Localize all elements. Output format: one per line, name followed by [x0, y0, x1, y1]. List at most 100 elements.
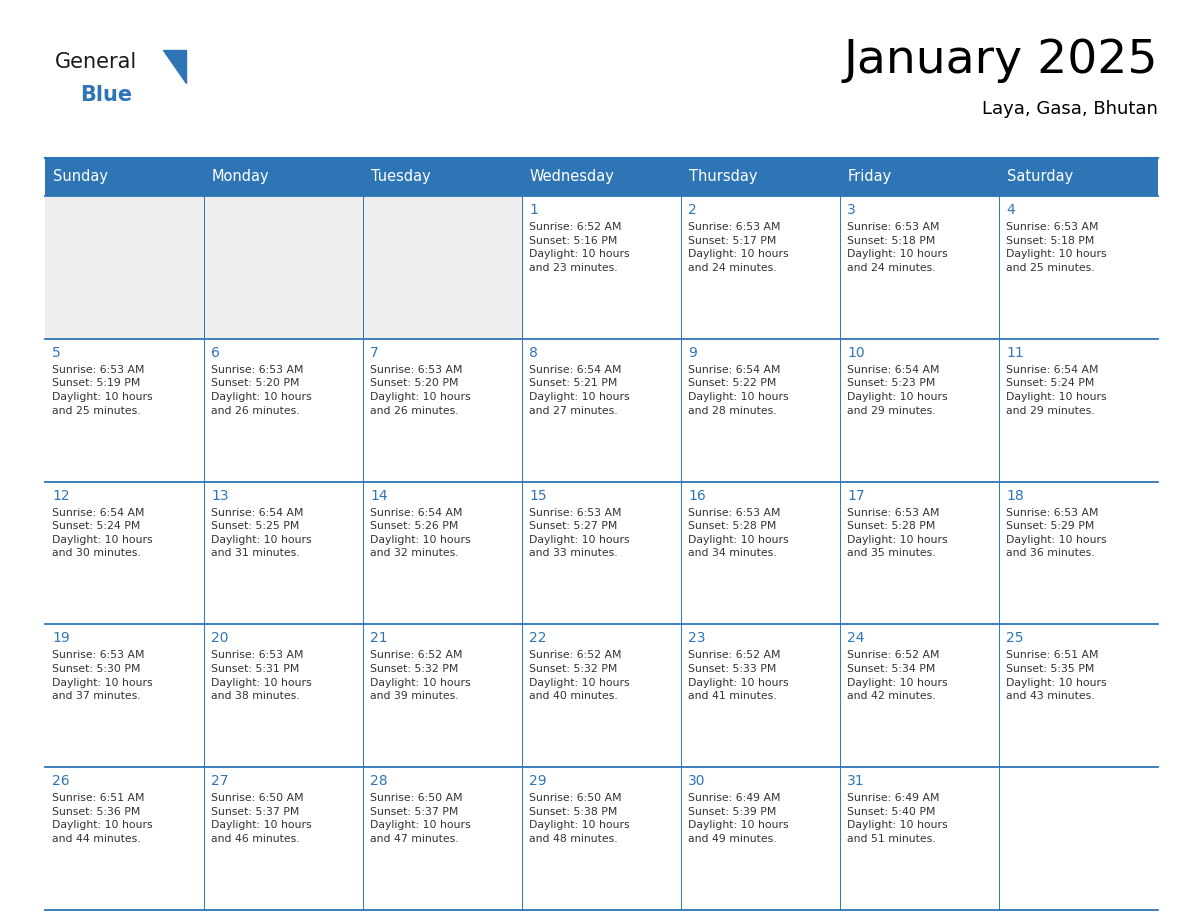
Bar — [522, 196, 681, 339]
Text: 27: 27 — [211, 774, 228, 789]
Text: 13: 13 — [211, 488, 228, 502]
Text: Blue: Blue — [80, 85, 132, 105]
Bar — [681, 339, 840, 482]
Text: Sunrise: 6:53 AM
Sunset: 5:30 PM
Daylight: 10 hours
and 37 minutes.: Sunrise: 6:53 AM Sunset: 5:30 PM Dayligh… — [52, 650, 152, 701]
Text: Sunrise: 6:53 AM
Sunset: 5:31 PM
Daylight: 10 hours
and 38 minutes.: Sunrise: 6:53 AM Sunset: 5:31 PM Dayligh… — [211, 650, 311, 701]
Text: 25: 25 — [1006, 632, 1024, 645]
Text: 20: 20 — [211, 632, 228, 645]
Text: Saturday: Saturday — [1007, 170, 1073, 185]
Text: Sunrise: 6:53 AM
Sunset: 5:27 PM
Daylight: 10 hours
and 33 minutes.: Sunrise: 6:53 AM Sunset: 5:27 PM Dayligh… — [529, 508, 630, 558]
Text: Sunrise: 6:54 AM
Sunset: 5:24 PM
Daylight: 10 hours
and 29 minutes.: Sunrise: 6:54 AM Sunset: 5:24 PM Dayligh… — [1006, 364, 1107, 416]
Bar — [522, 767, 681, 910]
Text: Wednesday: Wednesday — [530, 170, 615, 185]
Bar — [522, 339, 681, 482]
Bar — [364, 624, 522, 767]
Bar — [840, 339, 999, 482]
Text: Sunrise: 6:54 AM
Sunset: 5:26 PM
Daylight: 10 hours
and 32 minutes.: Sunrise: 6:54 AM Sunset: 5:26 PM Dayligh… — [369, 508, 470, 558]
Text: 7: 7 — [369, 346, 379, 360]
Text: Sunrise: 6:51 AM
Sunset: 5:35 PM
Daylight: 10 hours
and 43 minutes.: Sunrise: 6:51 AM Sunset: 5:35 PM Dayligh… — [1006, 650, 1107, 701]
Bar — [45, 158, 1158, 196]
Bar — [840, 767, 999, 910]
Bar — [999, 482, 1158, 624]
Text: Sunrise: 6:54 AM
Sunset: 5:25 PM
Daylight: 10 hours
and 31 minutes.: Sunrise: 6:54 AM Sunset: 5:25 PM Dayligh… — [211, 508, 311, 558]
Bar — [999, 767, 1158, 910]
Text: 4: 4 — [1006, 203, 1015, 217]
Text: 14: 14 — [369, 488, 387, 502]
Text: 21: 21 — [369, 632, 387, 645]
Bar — [364, 482, 522, 624]
Bar — [45, 624, 204, 767]
Bar — [999, 624, 1158, 767]
Text: Sunrise: 6:53 AM
Sunset: 5:28 PM
Daylight: 10 hours
and 35 minutes.: Sunrise: 6:53 AM Sunset: 5:28 PM Dayligh… — [847, 508, 948, 558]
Text: 22: 22 — [529, 632, 546, 645]
Text: 9: 9 — [688, 346, 697, 360]
Text: Sunrise: 6:53 AM
Sunset: 5:29 PM
Daylight: 10 hours
and 36 minutes.: Sunrise: 6:53 AM Sunset: 5:29 PM Dayligh… — [1006, 508, 1107, 558]
Text: Sunrise: 6:50 AM
Sunset: 5:38 PM
Daylight: 10 hours
and 48 minutes.: Sunrise: 6:50 AM Sunset: 5:38 PM Dayligh… — [529, 793, 630, 844]
Text: Laya, Gasa, Bhutan: Laya, Gasa, Bhutan — [982, 100, 1158, 118]
Text: 26: 26 — [52, 774, 70, 789]
Bar — [681, 482, 840, 624]
Bar — [522, 624, 681, 767]
Bar — [840, 624, 999, 767]
Bar — [204, 767, 364, 910]
Text: Sunrise: 6:53 AM
Sunset: 5:17 PM
Daylight: 10 hours
and 24 minutes.: Sunrise: 6:53 AM Sunset: 5:17 PM Dayligh… — [688, 222, 789, 273]
Text: Sunrise: 6:53 AM
Sunset: 5:19 PM
Daylight: 10 hours
and 25 minutes.: Sunrise: 6:53 AM Sunset: 5:19 PM Dayligh… — [52, 364, 152, 416]
Text: Sunrise: 6:52 AM
Sunset: 5:32 PM
Daylight: 10 hours
and 39 minutes.: Sunrise: 6:52 AM Sunset: 5:32 PM Dayligh… — [369, 650, 470, 701]
Text: 17: 17 — [847, 488, 865, 502]
Text: Friday: Friday — [848, 170, 892, 185]
Bar — [681, 196, 840, 339]
Text: Sunrise: 6:53 AM
Sunset: 5:28 PM
Daylight: 10 hours
and 34 minutes.: Sunrise: 6:53 AM Sunset: 5:28 PM Dayligh… — [688, 508, 789, 558]
Bar — [999, 196, 1158, 339]
Text: Sunrise: 6:54 AM
Sunset: 5:21 PM
Daylight: 10 hours
and 27 minutes.: Sunrise: 6:54 AM Sunset: 5:21 PM Dayligh… — [529, 364, 630, 416]
Bar — [204, 196, 364, 339]
Text: Monday: Monday — [211, 170, 270, 185]
Text: 1: 1 — [529, 203, 538, 217]
Text: Thursday: Thursday — [689, 170, 758, 185]
Text: Sunrise: 6:50 AM
Sunset: 5:37 PM
Daylight: 10 hours
and 47 minutes.: Sunrise: 6:50 AM Sunset: 5:37 PM Dayligh… — [369, 793, 470, 844]
Bar — [204, 482, 364, 624]
Bar — [364, 339, 522, 482]
Text: 23: 23 — [688, 632, 706, 645]
Text: Sunrise: 6:49 AM
Sunset: 5:39 PM
Daylight: 10 hours
and 49 minutes.: Sunrise: 6:49 AM Sunset: 5:39 PM Dayligh… — [688, 793, 789, 844]
Text: Sunrise: 6:51 AM
Sunset: 5:36 PM
Daylight: 10 hours
and 44 minutes.: Sunrise: 6:51 AM Sunset: 5:36 PM Dayligh… — [52, 793, 152, 844]
Bar — [45, 196, 204, 339]
Text: Sunday: Sunday — [53, 170, 108, 185]
Bar — [204, 339, 364, 482]
Bar — [45, 767, 204, 910]
Text: 6: 6 — [211, 346, 220, 360]
Bar — [840, 482, 999, 624]
Text: 18: 18 — [1006, 488, 1024, 502]
Text: Sunrise: 6:52 AM
Sunset: 5:32 PM
Daylight: 10 hours
and 40 minutes.: Sunrise: 6:52 AM Sunset: 5:32 PM Dayligh… — [529, 650, 630, 701]
Text: January 2025: January 2025 — [843, 38, 1158, 83]
Text: Sunrise: 6:52 AM
Sunset: 5:34 PM
Daylight: 10 hours
and 42 minutes.: Sunrise: 6:52 AM Sunset: 5:34 PM Dayligh… — [847, 650, 948, 701]
Text: Sunrise: 6:52 AM
Sunset: 5:16 PM
Daylight: 10 hours
and 23 minutes.: Sunrise: 6:52 AM Sunset: 5:16 PM Dayligh… — [529, 222, 630, 273]
Text: 19: 19 — [52, 632, 70, 645]
Text: General: General — [55, 52, 138, 72]
Bar — [681, 767, 840, 910]
Text: Tuesday: Tuesday — [371, 170, 431, 185]
Text: 15: 15 — [529, 488, 546, 502]
Bar — [45, 482, 204, 624]
Text: Sunrise: 6:54 AM
Sunset: 5:23 PM
Daylight: 10 hours
and 29 minutes.: Sunrise: 6:54 AM Sunset: 5:23 PM Dayligh… — [847, 364, 948, 416]
Text: 3: 3 — [847, 203, 855, 217]
Text: Sunrise: 6:49 AM
Sunset: 5:40 PM
Daylight: 10 hours
and 51 minutes.: Sunrise: 6:49 AM Sunset: 5:40 PM Dayligh… — [847, 793, 948, 844]
Text: Sunrise: 6:53 AM
Sunset: 5:20 PM
Daylight: 10 hours
and 26 minutes.: Sunrise: 6:53 AM Sunset: 5:20 PM Dayligh… — [211, 364, 311, 416]
Text: 24: 24 — [847, 632, 865, 645]
Text: 30: 30 — [688, 774, 706, 789]
Bar — [681, 624, 840, 767]
Text: Sunrise: 6:50 AM
Sunset: 5:37 PM
Daylight: 10 hours
and 46 minutes.: Sunrise: 6:50 AM Sunset: 5:37 PM Dayligh… — [211, 793, 311, 844]
Text: 31: 31 — [847, 774, 865, 789]
Text: 10: 10 — [847, 346, 865, 360]
Text: Sunrise: 6:52 AM
Sunset: 5:33 PM
Daylight: 10 hours
and 41 minutes.: Sunrise: 6:52 AM Sunset: 5:33 PM Dayligh… — [688, 650, 789, 701]
Polygon shape — [163, 50, 187, 83]
Bar — [364, 767, 522, 910]
Text: 28: 28 — [369, 774, 387, 789]
Bar — [999, 339, 1158, 482]
Bar — [45, 339, 204, 482]
Text: 12: 12 — [52, 488, 70, 502]
Text: Sunrise: 6:54 AM
Sunset: 5:22 PM
Daylight: 10 hours
and 28 minutes.: Sunrise: 6:54 AM Sunset: 5:22 PM Dayligh… — [688, 364, 789, 416]
Text: 5: 5 — [52, 346, 61, 360]
Text: 2: 2 — [688, 203, 696, 217]
Bar — [364, 196, 522, 339]
Text: Sunrise: 6:54 AM
Sunset: 5:24 PM
Daylight: 10 hours
and 30 minutes.: Sunrise: 6:54 AM Sunset: 5:24 PM Dayligh… — [52, 508, 152, 558]
